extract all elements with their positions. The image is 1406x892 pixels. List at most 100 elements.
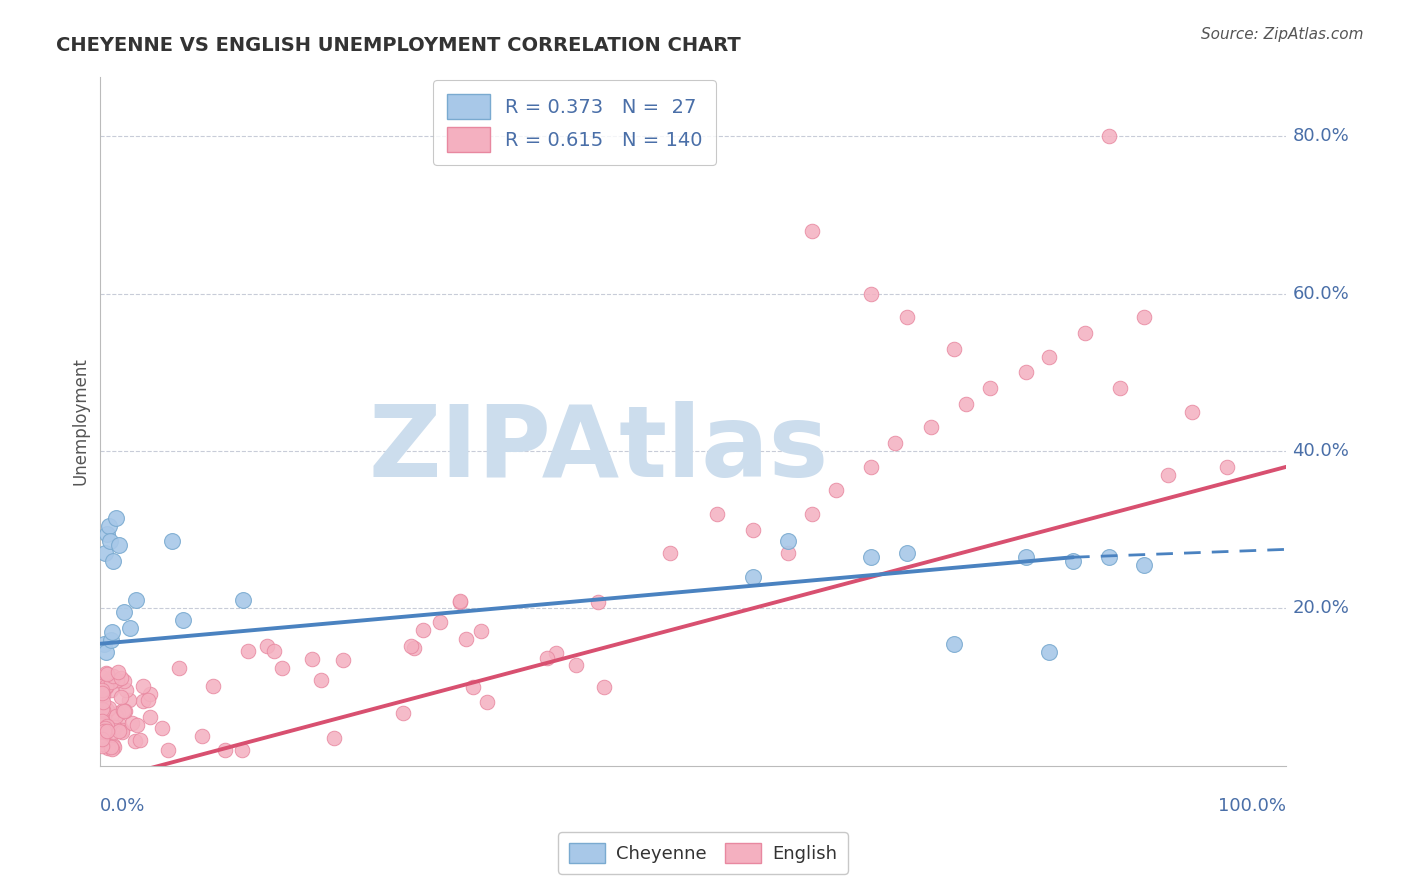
Point <box>100 632 122 647</box>
Point <box>1038 644 1060 658</box>
Point <box>860 459 883 474</box>
Point <box>93 688 115 702</box>
Point <box>955 397 977 411</box>
Point <box>167 661 190 675</box>
Point <box>896 546 918 560</box>
Point <box>236 644 259 658</box>
Point <box>94 666 117 681</box>
Point <box>112 705 135 719</box>
Point <box>1014 550 1036 565</box>
Point <box>96 675 118 690</box>
Point <box>91 731 114 745</box>
Point <box>311 673 333 688</box>
Point <box>132 694 155 708</box>
Point <box>93 711 115 725</box>
Point <box>107 665 129 680</box>
Point <box>94 679 117 693</box>
Point <box>93 724 115 739</box>
Point <box>1216 459 1239 474</box>
Point <box>93 637 115 651</box>
Point <box>454 632 477 646</box>
Point <box>801 507 824 521</box>
Point <box>100 739 122 754</box>
Point <box>93 725 115 739</box>
Point <box>332 653 354 667</box>
Point <box>1097 550 1119 565</box>
Point <box>156 743 179 757</box>
Point <box>477 695 499 709</box>
Point <box>111 723 134 738</box>
Point <box>91 695 114 709</box>
Point <box>824 483 846 498</box>
Point <box>90 685 112 699</box>
Point <box>91 693 114 707</box>
Point <box>104 709 127 723</box>
Point <box>101 725 124 739</box>
Point <box>105 673 128 687</box>
Point <box>1157 467 1180 482</box>
Point <box>1062 554 1084 568</box>
Point <box>741 523 763 537</box>
Point <box>943 637 966 651</box>
Point <box>536 650 558 665</box>
Point <box>124 734 146 748</box>
Point <box>98 672 121 686</box>
Point <box>125 717 148 731</box>
Point <box>565 657 588 672</box>
Point <box>96 703 118 717</box>
Point <box>172 613 194 627</box>
Point <box>97 518 120 533</box>
Point <box>94 680 117 694</box>
Point <box>449 594 471 608</box>
Point <box>112 674 135 689</box>
Point <box>110 690 132 704</box>
Point <box>108 717 131 731</box>
Text: Source: ZipAtlas.com: Source: ZipAtlas.com <box>1201 27 1364 42</box>
Point <box>110 672 132 686</box>
Point <box>125 593 148 607</box>
Point <box>429 615 451 629</box>
Point <box>544 646 567 660</box>
Point <box>90 702 112 716</box>
Point <box>94 546 117 560</box>
Point <box>202 679 225 693</box>
Point <box>271 660 294 674</box>
Point <box>1097 129 1119 144</box>
Point <box>96 644 118 658</box>
Point <box>191 729 214 743</box>
Point <box>461 680 484 694</box>
Point <box>112 605 135 619</box>
Point <box>103 554 125 568</box>
Point <box>97 700 120 714</box>
Point <box>1133 310 1156 325</box>
Point <box>658 546 681 560</box>
Point <box>103 669 125 683</box>
Point <box>214 743 236 757</box>
Point <box>399 639 422 653</box>
Point <box>90 728 112 742</box>
Point <box>100 683 122 698</box>
Point <box>470 624 492 638</box>
Point <box>1038 350 1060 364</box>
Point <box>412 624 434 638</box>
Point <box>121 716 143 731</box>
Point <box>91 704 114 718</box>
Point <box>402 640 425 655</box>
Point <box>96 719 118 733</box>
Point <box>232 593 254 607</box>
Point <box>103 740 125 755</box>
Point <box>107 706 129 720</box>
Point <box>979 381 1001 395</box>
Point <box>1014 365 1036 379</box>
Point <box>1074 326 1097 340</box>
Point <box>860 286 883 301</box>
Text: 60.0%: 60.0% <box>1292 285 1350 302</box>
Point <box>98 534 121 549</box>
Point <box>94 723 117 738</box>
Point <box>90 731 112 746</box>
Point <box>1133 558 1156 573</box>
Point <box>150 721 173 735</box>
Point <box>160 534 183 549</box>
Point <box>896 310 918 325</box>
Point <box>112 703 135 717</box>
